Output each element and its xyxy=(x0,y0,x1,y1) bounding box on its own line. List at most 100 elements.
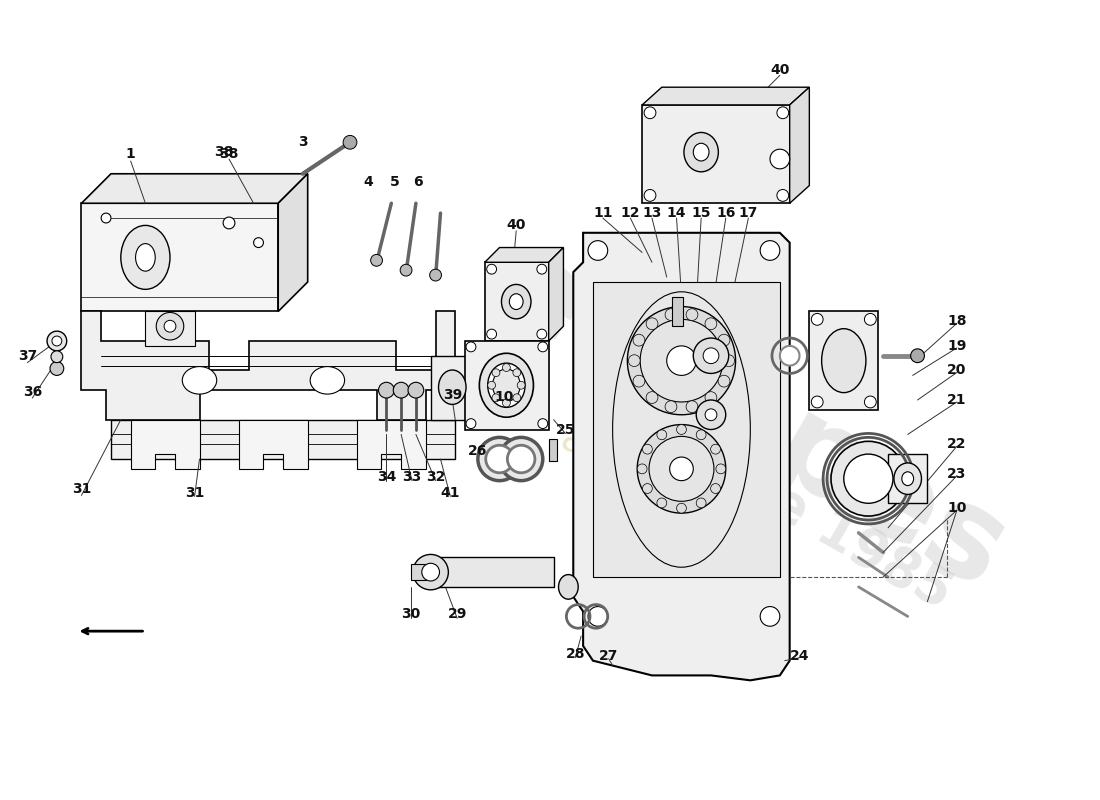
Circle shape xyxy=(667,346,696,375)
Text: 6: 6 xyxy=(414,174,422,189)
Circle shape xyxy=(696,400,726,430)
Text: 12: 12 xyxy=(620,206,640,220)
Text: 26: 26 xyxy=(469,444,487,458)
Circle shape xyxy=(466,418,476,429)
Circle shape xyxy=(513,394,520,402)
Circle shape xyxy=(865,314,877,326)
Text: 13: 13 xyxy=(642,206,662,220)
Circle shape xyxy=(676,503,686,513)
Polygon shape xyxy=(888,454,927,503)
Text: a passion for: a passion for xyxy=(553,419,790,578)
Circle shape xyxy=(666,309,676,321)
Text: 20: 20 xyxy=(947,363,967,378)
Circle shape xyxy=(637,425,726,513)
Circle shape xyxy=(657,498,667,508)
Circle shape xyxy=(513,369,520,377)
Circle shape xyxy=(486,446,514,473)
Circle shape xyxy=(487,382,496,389)
Text: 25: 25 xyxy=(556,422,575,437)
Circle shape xyxy=(378,382,394,398)
Circle shape xyxy=(686,309,697,321)
Text: 24: 24 xyxy=(790,649,810,662)
Ellipse shape xyxy=(902,472,914,486)
Text: 17: 17 xyxy=(739,206,758,220)
Text: 5: 5 xyxy=(389,174,399,189)
Circle shape xyxy=(507,446,535,473)
Circle shape xyxy=(51,351,63,362)
Text: 40: 40 xyxy=(506,218,526,232)
Polygon shape xyxy=(356,420,426,469)
Text: 23: 23 xyxy=(947,466,967,481)
Circle shape xyxy=(723,354,735,366)
Circle shape xyxy=(421,563,440,581)
Circle shape xyxy=(538,342,548,352)
Text: 29: 29 xyxy=(448,607,466,622)
Polygon shape xyxy=(278,174,308,311)
Circle shape xyxy=(640,319,723,402)
Polygon shape xyxy=(485,262,549,341)
Circle shape xyxy=(627,306,736,414)
Circle shape xyxy=(830,442,905,516)
Text: 27: 27 xyxy=(600,649,618,662)
Circle shape xyxy=(705,318,717,330)
Polygon shape xyxy=(593,282,780,577)
Circle shape xyxy=(777,107,789,118)
Circle shape xyxy=(371,254,383,266)
Bar xyxy=(549,439,557,461)
Circle shape xyxy=(632,375,645,387)
Circle shape xyxy=(101,213,111,223)
Ellipse shape xyxy=(559,574,579,599)
Circle shape xyxy=(486,264,496,274)
Circle shape xyxy=(400,264,412,276)
Circle shape xyxy=(670,457,693,481)
Circle shape xyxy=(223,217,235,229)
Text: 4: 4 xyxy=(364,174,374,189)
Circle shape xyxy=(588,241,607,260)
Ellipse shape xyxy=(487,363,525,407)
Circle shape xyxy=(657,430,667,440)
Circle shape xyxy=(711,484,720,494)
Circle shape xyxy=(770,149,790,169)
Circle shape xyxy=(47,331,67,351)
Text: 34: 34 xyxy=(376,470,396,484)
Text: 31: 31 xyxy=(185,486,205,501)
Text: 14: 14 xyxy=(667,206,686,220)
Circle shape xyxy=(637,464,647,474)
Text: 41: 41 xyxy=(441,486,460,501)
Circle shape xyxy=(705,392,717,403)
Ellipse shape xyxy=(509,294,524,310)
Circle shape xyxy=(50,362,64,375)
Polygon shape xyxy=(485,247,563,262)
Text: 30: 30 xyxy=(402,607,420,622)
Circle shape xyxy=(865,396,877,408)
Text: 38: 38 xyxy=(219,147,239,161)
Polygon shape xyxy=(431,356,475,420)
Circle shape xyxy=(646,392,658,403)
Circle shape xyxy=(703,348,719,364)
Text: 18: 18 xyxy=(947,314,967,328)
Circle shape xyxy=(254,238,263,247)
Circle shape xyxy=(343,135,356,149)
Polygon shape xyxy=(411,564,426,580)
Circle shape xyxy=(645,107,656,118)
Polygon shape xyxy=(426,558,553,587)
Text: 1: 1 xyxy=(125,147,135,161)
Circle shape xyxy=(711,444,720,454)
Text: 38: 38 xyxy=(214,145,234,159)
Circle shape xyxy=(492,394,499,402)
Ellipse shape xyxy=(183,366,217,394)
Polygon shape xyxy=(81,174,308,203)
Circle shape xyxy=(503,399,510,407)
Circle shape xyxy=(812,396,823,408)
Circle shape xyxy=(645,190,656,202)
Text: 10: 10 xyxy=(947,501,967,515)
Ellipse shape xyxy=(493,369,520,402)
Circle shape xyxy=(718,334,730,346)
Ellipse shape xyxy=(502,285,531,319)
Ellipse shape xyxy=(121,226,170,290)
Circle shape xyxy=(780,346,800,366)
Polygon shape xyxy=(573,233,790,680)
Ellipse shape xyxy=(439,370,466,405)
Ellipse shape xyxy=(135,244,155,271)
Circle shape xyxy=(632,334,645,346)
